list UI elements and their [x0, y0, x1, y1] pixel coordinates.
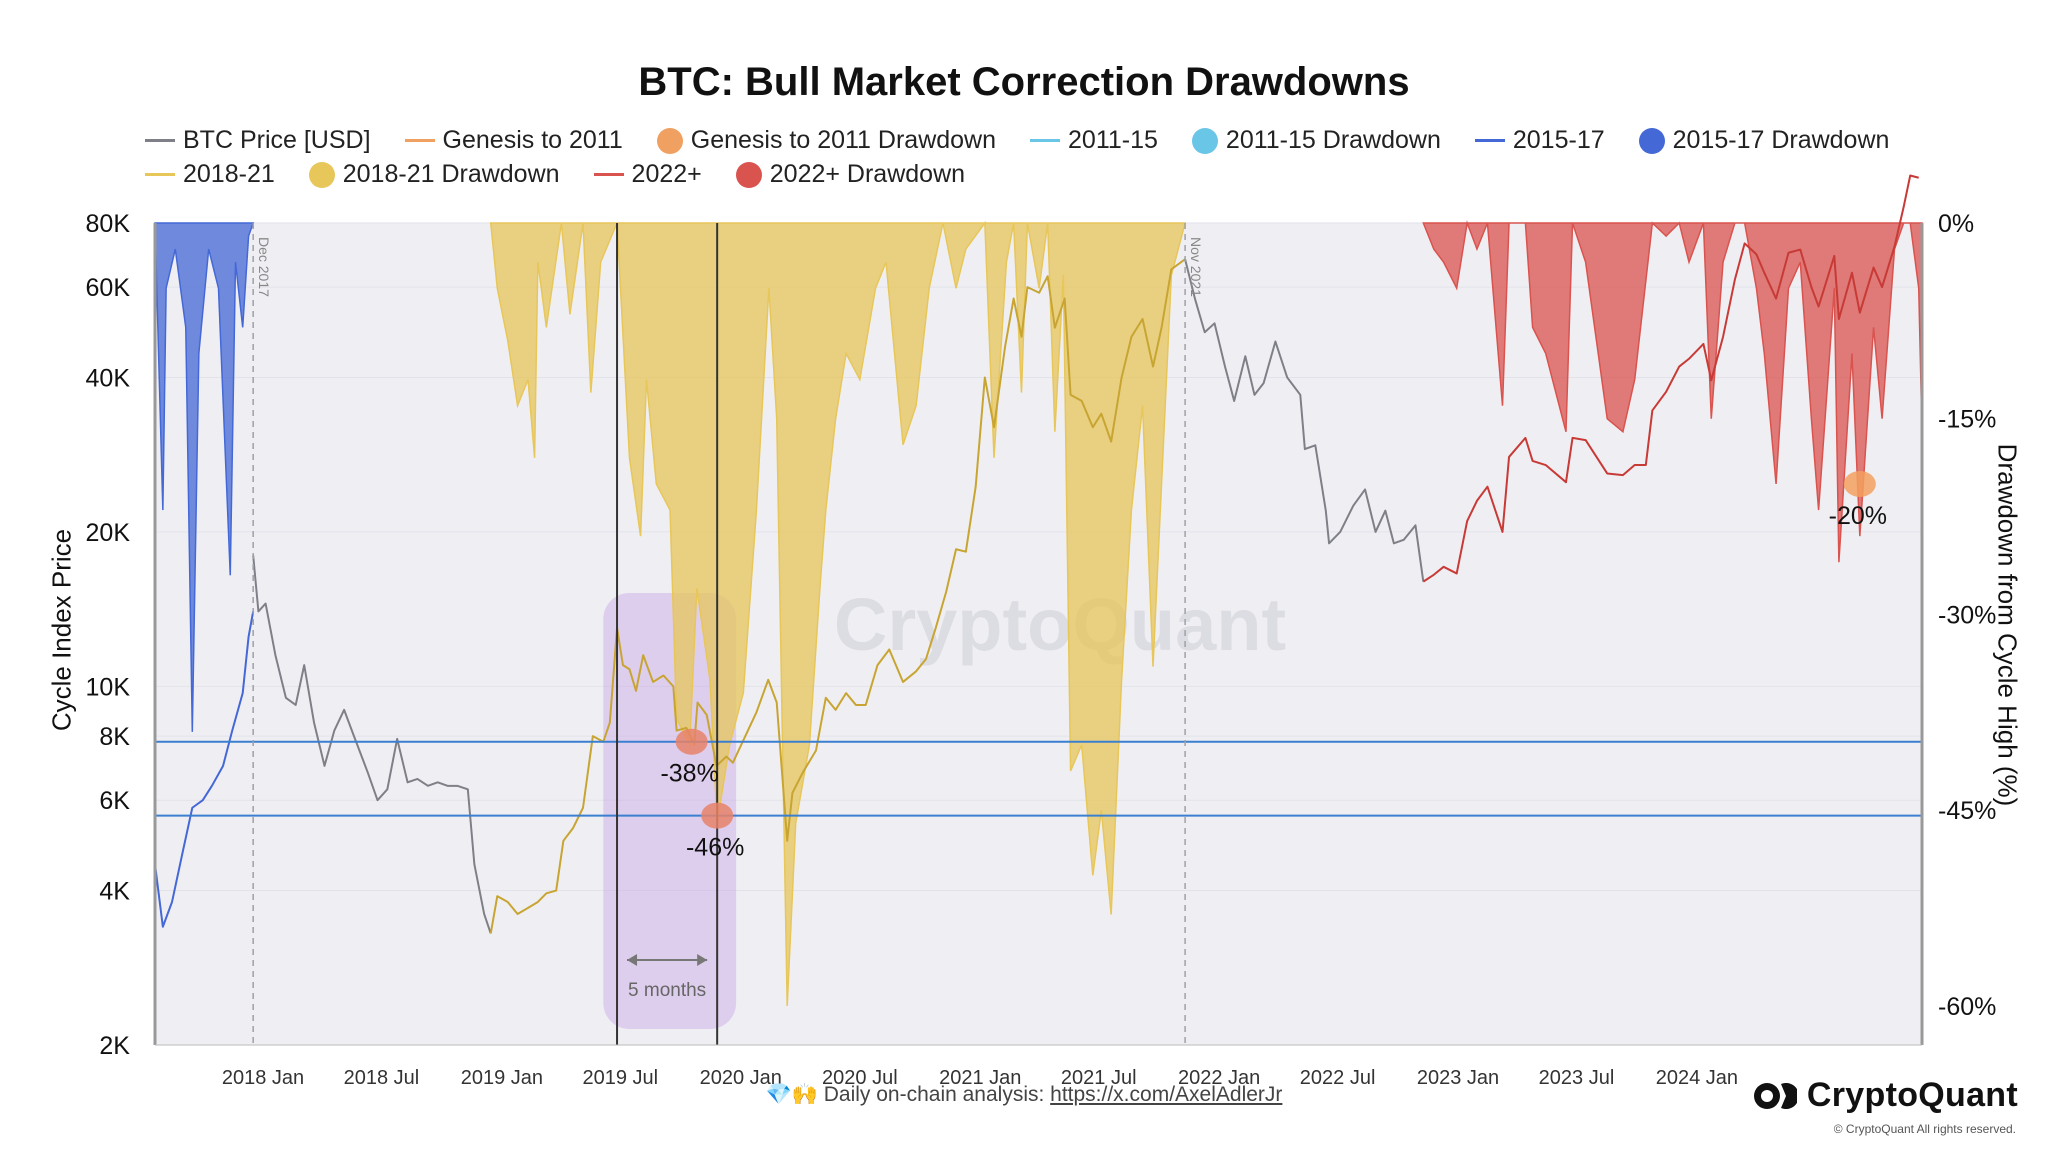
x-tick-label: 2020 Jul: [822, 1067, 898, 1089]
y-tick-label: 6K: [99, 787, 130, 815]
x-tick-label: 2023 Jan: [1417, 1067, 1499, 1089]
drawdown-area: [154, 222, 255, 732]
highlight-region: [603, 593, 737, 1029]
cryptoquant-logo-icon: [1753, 1082, 1797, 1109]
legend-item: 2022+: [593, 160, 702, 189]
copyright: © CryptoQuant All rights reserved.: [1833, 1122, 2016, 1136]
legend-dot-icon: [656, 127, 683, 154]
legend-label: 2018-21 Drawdown: [342, 160, 560, 188]
legend-item: Genesis to 2011 Drawdown: [656, 126, 997, 155]
legend-line-icon: [1474, 139, 1505, 142]
legend-item: 2011-15 Drawdown: [1191, 126, 1441, 155]
footer-text: Daily on-chain analysis:: [823, 1083, 1051, 1106]
y-tick-label: 40K: [86, 364, 131, 392]
legend-dot-icon: [1191, 127, 1218, 154]
legend-label: Genesis to 2011: [442, 126, 623, 154]
x-tick-label: 2018 Jan: [222, 1067, 304, 1089]
drawdown-area: [1422, 220, 1923, 563]
watermark: CryptoQuant: [834, 583, 1286, 666]
y-tick-label: 20K: [86, 519, 131, 547]
x-tick-label: 2021 Jul: [1061, 1067, 1137, 1089]
x-tick-label: 2019 Jan: [461, 1067, 543, 1089]
legend-item: 2011-15: [1030, 126, 1158, 155]
y-tick-label: 2K: [99, 1032, 130, 1060]
price-series-line: [252, 555, 492, 934]
diamond-hands-icon: 💎🙌: [765, 1083, 818, 1106]
x-tick-label: 2022 Jan: [1178, 1067, 1260, 1089]
legend-label: 2011-15 Drawdown: [1225, 126, 1441, 154]
legend-item: Genesis to 2011: [404, 126, 623, 155]
y-tick-label: 10K: [86, 673, 131, 701]
legend-item: 2018-21: [145, 160, 275, 189]
legend-dot-icon: [1638, 127, 1665, 154]
duration-arrow-head: [627, 954, 638, 966]
legend-label: 2015-17 Drawdown: [1672, 126, 1890, 154]
brand: CryptoQuant: [1753, 1076, 2018, 1115]
y2-tick-label: -45%: [1938, 797, 1996, 825]
y-tick-label: 60K: [86, 274, 131, 302]
price-series-line: [154, 611, 255, 928]
y-tick-label: 4K: [99, 878, 130, 906]
legend-line-icon: [1030, 139, 1061, 142]
legend-dot-icon: [308, 161, 335, 188]
y-axis-left-label: Cycle Index Price: [46, 528, 77, 732]
legend-row: BTC Price [USD] Genesis to 2011 Genesis to…: [145, 126, 1889, 155]
footer-link[interactable]: https://x.com/AxelAdlerJr: [1050, 1083, 1283, 1106]
x-tick-label: 2024 Jan: [1656, 1067, 1738, 1089]
legend-label: BTC Price [USD]: [183, 126, 371, 154]
legend-line-icon: [593, 173, 624, 176]
footer-note: 💎🙌 Daily on-chain analysis: https://x.co…: [0, 1083, 2048, 1107]
drawdown-marker: [1843, 470, 1876, 497]
legend-label: 2015-17: [1512, 126, 1605, 154]
x-tick-label: 2020 Jan: [700, 1067, 782, 1089]
legend-label: Genesis to 2011 Drawdown: [690, 126, 997, 154]
drawdown-marker: [701, 802, 734, 829]
price-series-line: [1422, 174, 1919, 583]
reference-vline-label: Dec 2017: [256, 237, 272, 297]
y-axis-right-label: Drawdown from Cycle High (%): [1992, 443, 2023, 807]
x-tick-label: 2018 Jul: [344, 1067, 420, 1089]
legend-item: 2015-17 Drawdown: [1638, 126, 1890, 155]
chart-title: BTC: Bull Market Correction Drawdowns: [638, 60, 1410, 104]
x-tick-label: 2023 Jul: [1539, 1067, 1615, 1089]
price-series-line: [489, 258, 1186, 934]
drawdown-label: -20%: [1829, 502, 1887, 530]
x-tick-label: 2019 Jul: [582, 1067, 658, 1089]
legend-label: 2018-21: [183, 160, 275, 188]
y2-tick-label: -30%: [1938, 601, 1996, 629]
y-tick-label: 8K: [99, 723, 130, 751]
duration-label: 5 months: [628, 980, 706, 1001]
reference-vline-label: Nov 2021: [1188, 237, 1204, 297]
legend-item: BTC Price [USD]: [145, 126, 371, 155]
brand-name: CryptoQuant: [1806, 1076, 2018, 1114]
x-tick-label: 2021 Jan: [939, 1067, 1021, 1089]
legend-label: 2011-15: [1068, 126, 1158, 154]
legend-label: 2022+ Drawdown: [769, 160, 966, 188]
y2-tick-label: 0%: [1938, 210, 1974, 238]
legend-item: 2022+ Drawdown: [735, 160, 966, 189]
duration-arrow-head: [697, 954, 708, 966]
y-tick-label: 80K: [86, 210, 131, 238]
legend-dot-icon: [735, 161, 762, 188]
price-series-line: [1184, 258, 1425, 582]
legend-line-icon: [404, 139, 435, 142]
y2-tick-label: -15%: [1938, 406, 1996, 434]
legend-item: 2015-17: [1474, 126, 1605, 155]
legend-row: 2018-21 2018-21 Drawdown 2022+ 2022+ Drawdo…: [145, 160, 965, 189]
drawdown-area: [489, 220, 1187, 1006]
legend-line-icon: [145, 139, 175, 142]
drawdown-label: -38%: [660, 760, 718, 788]
legend-line-icon: [145, 173, 175, 176]
legend-label: 2022+: [631, 160, 702, 188]
drawdown-marker: [675, 728, 708, 755]
drawdown-label: -46%: [686, 834, 744, 862]
y2-tick-label: -60%: [1938, 993, 1996, 1021]
legend-item: 2018-21 Drawdown: [308, 160, 560, 189]
x-tick-label: 2022 Jul: [1300, 1067, 1376, 1089]
